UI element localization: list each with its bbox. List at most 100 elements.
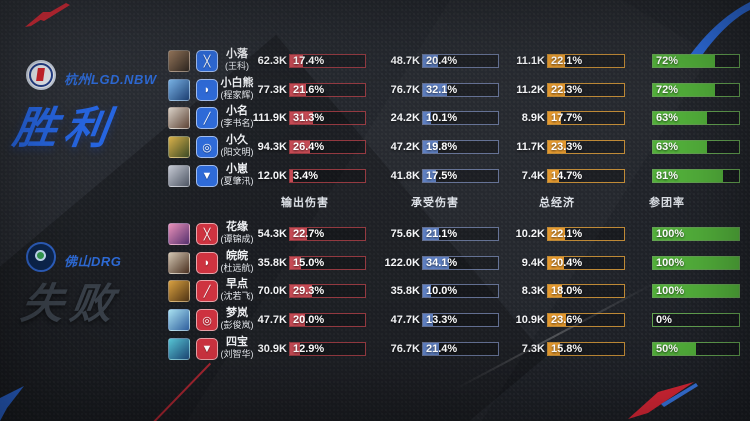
player-nickname: 小落 bbox=[226, 48, 248, 60]
player-name-block: 小久 (阳文明) bbox=[205, 134, 269, 158]
economy-value: 10.2K bbox=[515, 228, 545, 240]
role-icon-clash-lane: ╳ bbox=[196, 223, 218, 245]
damage-taken-value: 75.6K bbox=[390, 228, 420, 240]
hero-avatar bbox=[168, 223, 190, 245]
damage-output-value: 35.8K bbox=[257, 256, 287, 269]
player-realname: (程家辉) bbox=[220, 89, 254, 100]
player-realname: (夏肇汛) bbox=[220, 175, 254, 186]
player-row: ◎ 梦岚 (彭俊岚) 47.7K 20.0% 47.7K 13.3% 10.9K… bbox=[0, 306, 750, 334]
damage-output-percent: 15.0% bbox=[293, 256, 325, 269]
damage-output-value: 12.0K bbox=[257, 169, 287, 182]
economy-bar: 22.3% bbox=[547, 82, 625, 97]
economy-percent: 14.7% bbox=[551, 169, 583, 182]
decoration-red-line bbox=[142, 362, 212, 421]
damage-taken-fill bbox=[423, 112, 431, 125]
participation-fill bbox=[653, 83, 715, 96]
economy-percent: 22.1% bbox=[551, 228, 583, 240]
damage-output-bar: 17.4% bbox=[289, 54, 366, 68]
damage-output-fill bbox=[290, 256, 302, 269]
player-nickname: 皖皖 bbox=[226, 249, 248, 262]
damage-taken-percent: 21.4% bbox=[426, 342, 458, 355]
damage-output-percent: 31.3% bbox=[293, 112, 325, 125]
hero-avatar bbox=[168, 164, 190, 187]
damage-output-bar: 20.0% bbox=[289, 313, 366, 328]
economy-value: 7.4K bbox=[521, 169, 545, 182]
damage-taken-value: 76.7K bbox=[390, 342, 420, 355]
role-icon-jungle: ◗ bbox=[196, 251, 218, 274]
player-name-block: 小崽 (夏肇汛) bbox=[205, 163, 269, 187]
role-glyph: ╳ bbox=[203, 228, 211, 241]
participation-bar: 100% bbox=[652, 227, 740, 241]
economy-value: 11.2K bbox=[516, 83, 545, 96]
hero-avatar bbox=[168, 280, 190, 303]
participation-bar: 100% bbox=[652, 255, 740, 270]
team1-name: 杭州LGD.NBW bbox=[64, 72, 157, 87]
damage-taken-bar: 17.5% bbox=[422, 168, 499, 183]
economy-value: 11.7K bbox=[516, 141, 545, 154]
hero-avatar bbox=[168, 50, 190, 72]
hero-avatar bbox=[168, 78, 190, 101]
player-nickname: 小崽 bbox=[226, 162, 248, 175]
economy-fill bbox=[548, 342, 560, 355]
player-name-block: 早点 (沈若飞) bbox=[205, 278, 269, 302]
role-icon-farm-lane: ◎ bbox=[196, 309, 218, 332]
team2-player-rows: ╳ 花缘 (谭锦成) 54.3K 22.7% 75.6K 21.1% 10.2K… bbox=[0, 220, 750, 370]
damage-taken-value: 48.7K bbox=[390, 55, 420, 67]
decoration-red-slash-top-left bbox=[25, 3, 70, 27]
player-row: ╱ 小名 (李书名) 111.9K 31.3% 24.2K 10.1% 8.9K… bbox=[0, 104, 750, 132]
participation-bar: 63% bbox=[652, 140, 740, 155]
team1-logo bbox=[26, 60, 56, 90]
damage-output-value: 54.3K bbox=[257, 228, 287, 240]
damage-taken-fill bbox=[423, 285, 431, 298]
participation-percent: 0% bbox=[656, 314, 672, 327]
hero-avatar bbox=[168, 251, 190, 274]
economy-value: 9.4K bbox=[521, 256, 545, 269]
damage-taken-value: 47.7K bbox=[390, 314, 420, 327]
damage-output-bar: 31.3% bbox=[289, 111, 366, 126]
damage-taken-bar: 13.3% bbox=[422, 313, 499, 328]
player-name-block: 小白熊 (程家辉) bbox=[205, 77, 269, 101]
player-nickname: 四宝 bbox=[226, 335, 248, 348]
damage-taken-bar: 32.1% bbox=[422, 82, 499, 97]
participation-bar: 50% bbox=[652, 341, 740, 356]
economy-percent: 23.6% bbox=[551, 314, 583, 327]
economy-bar: 18.0% bbox=[547, 284, 625, 299]
damage-taken-value: 47.2K bbox=[390, 141, 420, 154]
damage-output-percent: 20.0% bbox=[293, 314, 325, 327]
player-row: ╳ 小落 (王科) 62.3K 17.4% 48.7K 20.4% 11.1K … bbox=[0, 47, 750, 75]
participation-percent: 63% bbox=[656, 141, 679, 154]
damage-taken-value: 35.8K bbox=[390, 285, 420, 298]
economy-bar: 22.1% bbox=[547, 227, 625, 241]
damage-taken-percent: 32.1% bbox=[426, 83, 458, 96]
damage-taken-bar: 21.4% bbox=[422, 341, 499, 356]
damage-output-bar: 3.4% bbox=[289, 168, 366, 183]
team1-logo-ring bbox=[29, 63, 53, 87]
column-header-damage-output: 输出伤害 bbox=[281, 197, 329, 209]
damage-taken-percent: 19.8% bbox=[426, 141, 458, 154]
participation-percent: 100% bbox=[656, 285, 685, 298]
participation-percent: 81% bbox=[656, 169, 679, 182]
decoration-red-slash-bottom-right bbox=[628, 382, 698, 419]
damage-output-percent: 22.7% bbox=[293, 228, 325, 240]
player-nickname: 小白熊 bbox=[220, 76, 254, 89]
economy-bar: 23.6% bbox=[547, 313, 625, 328]
damage-taken-percent: 34.1% bbox=[426, 256, 458, 269]
damage-taken-value: 24.2K bbox=[390, 112, 420, 125]
damage-output-fill bbox=[290, 169, 293, 182]
participation-percent: 72% bbox=[656, 83, 679, 96]
player-row: ▼ 四宝 (刘智华) 30.9K 12.9% 76.7K 21.4% 7.3K … bbox=[0, 335, 750, 363]
decoration-blue-slash-bottom-left bbox=[0, 386, 24, 421]
damage-taken-value: 76.7K bbox=[390, 83, 420, 96]
damage-output-value: 77.3K bbox=[257, 83, 287, 96]
damage-taken-fill bbox=[423, 83, 448, 96]
participation-percent: 100% bbox=[656, 228, 685, 240]
player-row: ◗ 小白熊 (程家辉) 77.3K 21.6% 76.7K 32.1% 11.2… bbox=[0, 76, 750, 104]
damage-taken-bar: 21.1% bbox=[422, 227, 499, 241]
damage-output-percent: 21.6% bbox=[293, 83, 325, 96]
role-icon-farm-lane: ◎ bbox=[196, 136, 218, 159]
damage-output-fill bbox=[290, 314, 305, 327]
damage-taken-fill bbox=[423, 342, 440, 355]
damage-output-percent: 26.4% bbox=[293, 141, 325, 154]
economy-fill bbox=[548, 169, 560, 182]
economy-percent: 23.3% bbox=[551, 141, 583, 154]
